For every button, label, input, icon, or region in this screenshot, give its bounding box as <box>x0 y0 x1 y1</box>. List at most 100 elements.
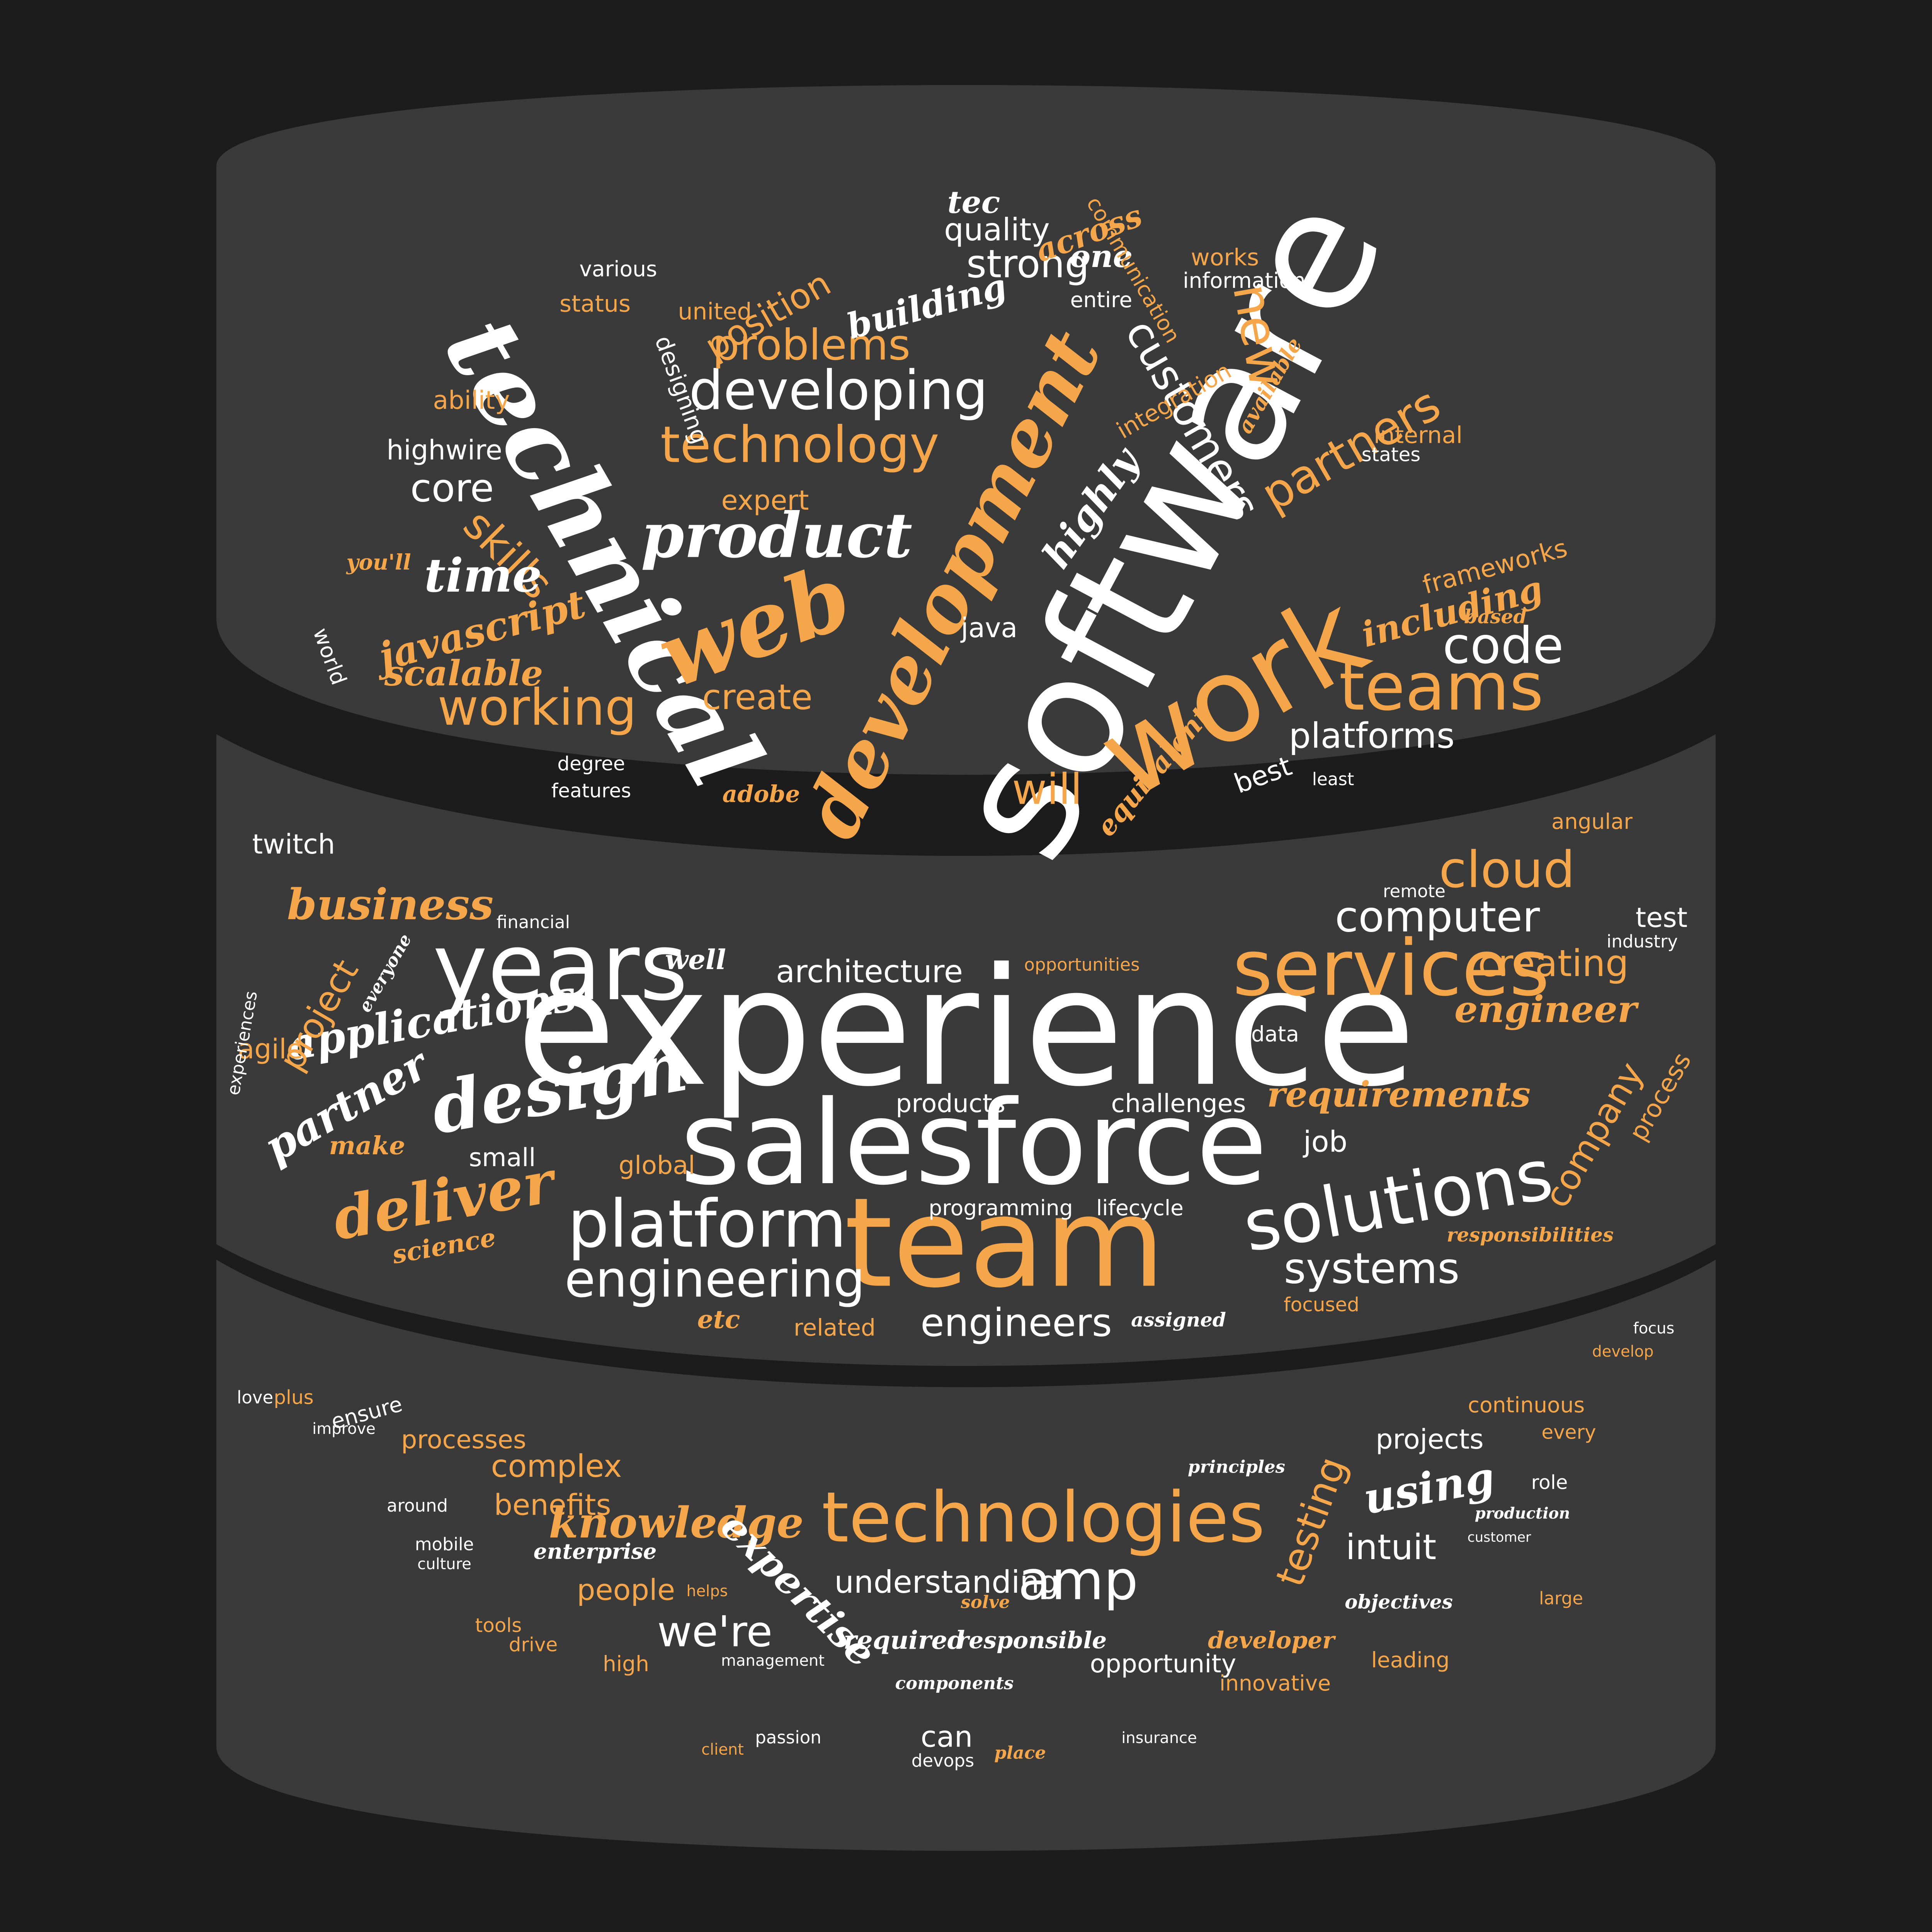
cloud-word-engineer: engineer <box>1454 988 1639 1031</box>
cloud-word-we-re: we're <box>657 1607 772 1656</box>
cloud-word-engineering: engineering <box>565 1250 865 1309</box>
cloud-word-code: code <box>1442 616 1564 675</box>
cloud-word-complex: complex <box>491 1448 622 1484</box>
cloud-word-innovative: innovative <box>1219 1671 1331 1696</box>
cloud-word-agile: agile <box>238 1033 303 1065</box>
cloud-word-engineers: engineers <box>920 1300 1112 1345</box>
cloud-word-strong: strong <box>966 241 1089 286</box>
cloud-word-experience: experience <box>516 934 1416 1122</box>
cloud-word-time: time <box>424 548 542 603</box>
database-cylinder <box>216 85 1716 1851</box>
cloud-word-highwire: highwire <box>386 434 502 466</box>
cloud-word-management: management <box>721 1652 825 1670</box>
cloud-word-platforms: platforms <box>1289 716 1454 756</box>
cloud-word-enterprise: enterprise <box>534 1539 657 1564</box>
cloud-word-can: can <box>921 1720 973 1754</box>
cloud-word-adobe: adobe <box>723 781 800 808</box>
cloud-word-job: job <box>1303 1125 1347 1159</box>
cloud-word-related: related <box>794 1315 876 1342</box>
cloud-word-mobile: mobile <box>415 1534 474 1554</box>
cloud-word-technologies: technologies <box>821 1477 1265 1558</box>
cloud-word-small: small <box>469 1143 536 1172</box>
cloud-word-required: required <box>844 1626 965 1655</box>
cloud-word-responsibilities: responsibilities <box>1447 1223 1614 1246</box>
cloud-word-industry: industry <box>1607 931 1678 952</box>
cloud-word-scalable: scalable <box>384 653 543 694</box>
cloud-word-services: services <box>1233 923 1550 1014</box>
cloud-word-challenges: challenges <box>1111 1089 1246 1118</box>
cloud-word-architecture: architecture <box>776 954 963 990</box>
cloud-word-salesforce: salesforce <box>680 1076 1267 1211</box>
cloud-word-opportunity: opportunity <box>1090 1650 1236 1679</box>
cloud-word-creating: creating <box>1478 942 1629 985</box>
cloud-word-responsible: responsible <box>957 1627 1107 1654</box>
cloud-word-amp: amp <box>1018 1549 1138 1612</box>
cloud-word-customer: customer <box>1468 1530 1531 1545</box>
cloud-word-knowledge: knowledge <box>549 1498 804 1548</box>
cloud-word-lifecycle: lifecycle <box>1096 1196 1184 1220</box>
cloud-word-passion: passion <box>755 1727 821 1748</box>
cloud-word-drive: drive <box>509 1634 558 1656</box>
cloud-word-every: every <box>1541 1421 1596 1444</box>
cloud-word-teams: teams <box>1339 649 1544 725</box>
cloud-word-people: people <box>577 1573 675 1607</box>
cloud-word-entire: entire <box>1070 287 1133 312</box>
cloud-word-data: data <box>1251 1022 1299 1046</box>
cloud-word-production: production <box>1475 1504 1570 1522</box>
cloud-word-technology: technology <box>660 415 939 474</box>
cloud-word-well: well <box>665 944 726 976</box>
cloud-word-products: products <box>896 1089 1005 1118</box>
cloud-word-insurance: insurance <box>1121 1729 1197 1747</box>
cloud-word-core: core <box>410 465 494 510</box>
cloud-word-developer: developer <box>1208 1627 1336 1654</box>
cloud-word-computer: computer <box>1335 892 1540 941</box>
cloud-word-various: various <box>579 257 657 281</box>
cloud-word-culture: culture <box>417 1555 471 1573</box>
cloud-word-assigned: assigned <box>1131 1308 1226 1331</box>
cloud-word-role: role <box>1531 1471 1568 1494</box>
cloud-word-working: working <box>437 678 637 737</box>
cloud-word-focus: focus <box>1633 1320 1675 1337</box>
cloud-word-cloud: cloud <box>1439 840 1575 899</box>
cloud-word-intuit: intuit <box>1346 1527 1437 1568</box>
cloud-word-financial: financial <box>497 912 570 932</box>
cylinder-middle-tier <box>216 734 1716 1366</box>
cloud-word-love: love <box>237 1387 273 1408</box>
cloud-word-java: java <box>960 612 1018 644</box>
cloud-word-based: based <box>1464 605 1527 628</box>
cloud-word-focused: focused <box>1284 1294 1359 1316</box>
cloud-word-principles: principles <box>1188 1457 1285 1477</box>
cloud-word-objectives: objectives <box>1345 1590 1453 1613</box>
cloud-word-team: team <box>844 1172 1165 1315</box>
cloud-word-programming: programming <box>929 1196 1073 1220</box>
cloud-word-ability: ability <box>433 386 510 415</box>
cloud-word-continuous: continuous <box>1468 1393 1585 1417</box>
cloud-word-leading: leading <box>1371 1648 1450 1672</box>
cloud-word-twitch: twitch <box>252 828 335 860</box>
cloud-word-states: states <box>1362 444 1421 466</box>
cloud-word-problems: problems <box>713 320 910 369</box>
cloud-word-requirements: requirements <box>1267 1074 1531 1115</box>
cloud-word-systems: systems <box>1284 1243 1460 1293</box>
cloud-word-product: product <box>641 499 912 572</box>
cloud-word-etc: etc <box>697 1305 740 1334</box>
cloud-word-large: large <box>1539 1588 1583 1609</box>
cloud-word-devops: devops <box>912 1750 974 1771</box>
cloud-word-you-ll: you'll <box>345 549 411 575</box>
cloud-word-opportunities: opportunities <box>1024 954 1139 975</box>
cloud-word-status: status <box>560 291 631 318</box>
cloud-word-develop: develop <box>1592 1343 1653 1361</box>
cloud-word-least: least <box>1312 769 1354 789</box>
cloud-word-united: united <box>678 298 752 325</box>
cloud-word-angular: angular <box>1551 809 1633 834</box>
cloud-word-benefits: benefits <box>494 1488 611 1522</box>
cloud-word-internal: internal <box>1374 422 1463 449</box>
cloud-word-one: one <box>1070 238 1133 274</box>
cloud-word-client: client <box>701 1741 744 1759</box>
cloud-word-components: components <box>895 1673 1014 1694</box>
cloud-word-place: place <box>994 1743 1046 1763</box>
cloud-word-business: business <box>287 879 493 929</box>
